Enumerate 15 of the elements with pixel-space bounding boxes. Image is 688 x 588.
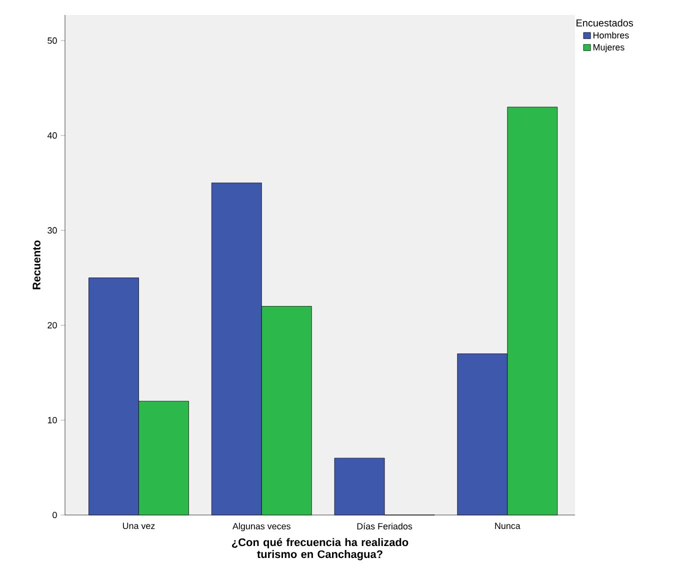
y-axis-title: Recuento xyxy=(32,240,40,290)
x-tick-label: Días Feriados xyxy=(357,522,412,530)
y-tick-label: 30 xyxy=(48,227,57,234)
y-tick-label: 0 xyxy=(52,512,57,518)
x-tick-label: Nunca xyxy=(495,522,520,530)
legend-label: Mujeres xyxy=(594,44,624,52)
legend-label: Hombres xyxy=(594,32,629,38)
x-tick-label: Una vez xyxy=(122,522,155,530)
y-tick-label: 50 xyxy=(48,37,57,44)
y-tick-label: 20 xyxy=(48,322,57,328)
x-tick-label: Algunas veces xyxy=(232,522,290,532)
legend-title: Encuestados xyxy=(576,19,633,26)
x-axis-title: ¿Con qué frecuencia ha realizado turismo en Canchagua? xyxy=(232,538,408,560)
y-tick-label: 40 xyxy=(47,132,57,139)
y-tick-label: 10 xyxy=(48,416,57,424)
